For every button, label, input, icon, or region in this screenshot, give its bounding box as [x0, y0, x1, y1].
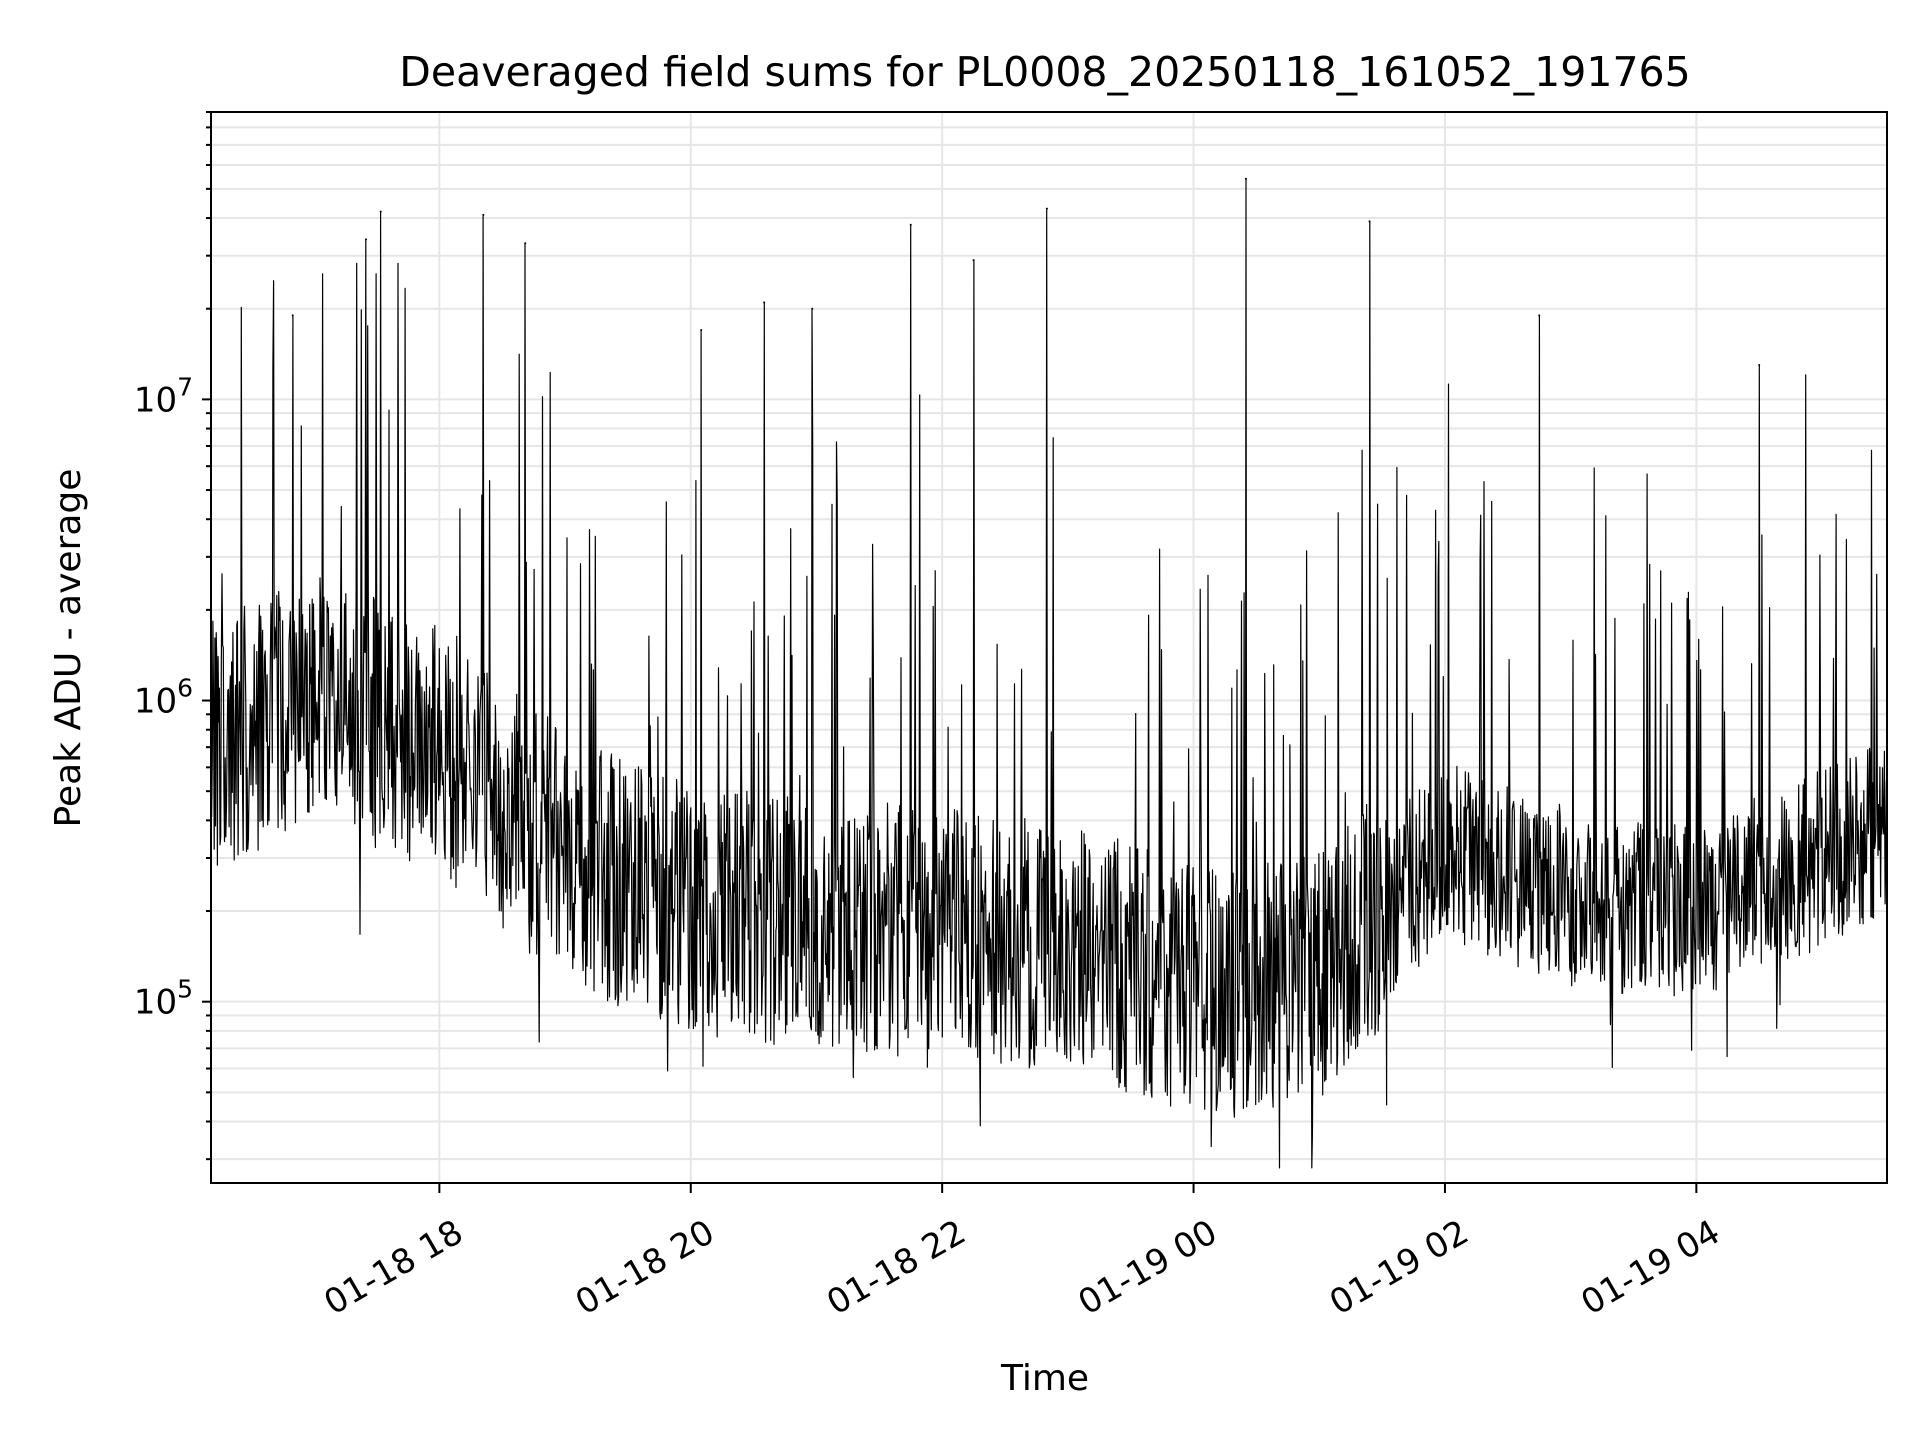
x-axis-label: Time	[1000, 1358, 1089, 1399]
plot-frame	[210, 111, 1888, 1184]
spike-point	[1538, 314, 1541, 317]
series-line	[210, 178, 1888, 1169]
spike-point	[1244, 177, 1247, 180]
y-tick-label: 106	[134, 674, 193, 722]
spike-point	[379, 210, 382, 213]
y-axis-label: Peak ADU - average	[48, 469, 89, 828]
spike-point	[909, 223, 912, 226]
spike-point	[291, 314, 294, 317]
spike-point	[1045, 207, 1048, 210]
spike-point	[524, 242, 527, 245]
spike-point	[1368, 220, 1371, 223]
spike-point	[972, 259, 975, 262]
spike-point	[1758, 364, 1761, 367]
chart-title: Deaveraged field sums for PL0008_2025011…	[399, 48, 1690, 96]
spike-point	[763, 301, 766, 304]
spike-point	[700, 328, 703, 331]
grid-lines	[211, 111, 1887, 1183]
y-tick-label: 105	[134, 975, 193, 1023]
spike-point	[365, 238, 368, 241]
series-group	[210, 177, 1888, 1169]
spike-point	[811, 307, 814, 310]
spike-point	[482, 213, 485, 216]
